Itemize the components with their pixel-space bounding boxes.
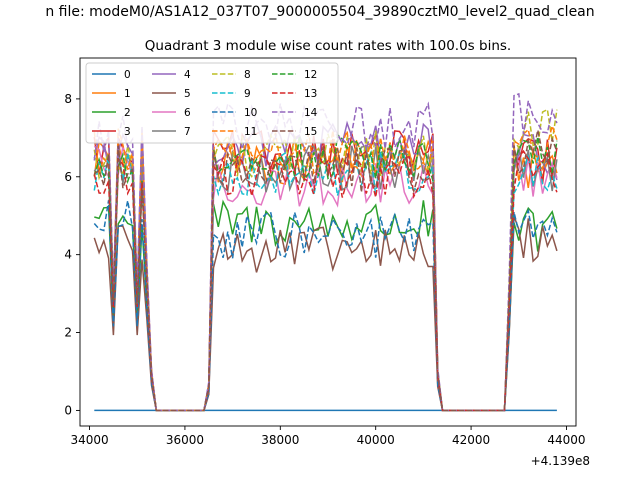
- x-tick-label: 44000: [547, 433, 585, 447]
- figure-suptitle: n file: modeM0/AS1A12_037T07_9000005504_…: [45, 4, 594, 20]
- y-tick-label: 0: [64, 403, 72, 417]
- x-tick-label: 34000: [70, 433, 108, 447]
- legend-label-10: 10: [244, 107, 257, 119]
- legend-label-12: 12: [304, 69, 317, 81]
- legend-label-11: 11: [244, 126, 257, 138]
- legend-label-2: 2: [124, 107, 131, 119]
- axes-spines: [79, 57, 577, 427]
- x-tick-label: 36000: [166, 433, 204, 447]
- legend-label-7: 7: [184, 126, 191, 138]
- x-offset-text: +4.139e8: [531, 454, 590, 468]
- legend-label-0: 0: [124, 69, 131, 81]
- legend-label-6: 6: [184, 107, 191, 119]
- x-axis-ticks: 34000 36000 38000 40000 42000 44000: [70, 426, 586, 447]
- y-tick-label: 8: [64, 92, 72, 106]
- y-tick-label: 6: [64, 170, 72, 184]
- y-tick-label: 4: [64, 248, 72, 262]
- legend-label-14: 14: [304, 107, 318, 119]
- x-tick-label: 42000: [452, 433, 490, 447]
- legend-label-3: 3: [124, 126, 131, 138]
- chart-title: Quadrant 3 module wise count rates with …: [145, 38, 511, 54]
- legend-label-15: 15: [304, 126, 317, 138]
- series-lines: [93, 92, 558, 412]
- legend-label-13: 13: [304, 88, 317, 100]
- legend-frame: [85, 62, 339, 144]
- legend-label-8: 8: [244, 69, 251, 81]
- legend-label-1: 1: [124, 88, 131, 100]
- axes-frame: [79, 57, 577, 427]
- x-tick-label: 38000: [261, 433, 299, 447]
- y-tick-label: 2: [64, 326, 72, 340]
- legend-label-4: 4: [184, 69, 191, 81]
- y-axis-ticks: 0 2 4 6 8: [64, 92, 80, 417]
- series-line-15: [93, 129, 558, 412]
- x-tick-label: 40000: [357, 433, 395, 447]
- legend-label-9: 9: [244, 88, 251, 100]
- legend-label-5: 5: [184, 88, 191, 100]
- series-line-8: [93, 108, 558, 412]
